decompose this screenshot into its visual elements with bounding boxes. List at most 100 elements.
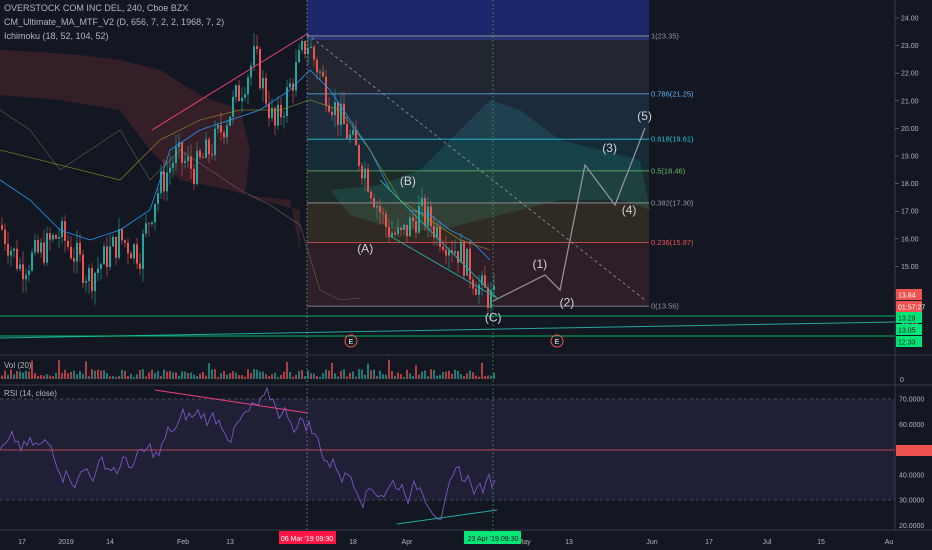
volume-bar xyxy=(82,373,84,379)
price-tick-label: 20.00 xyxy=(901,126,919,133)
wave-label: (A) xyxy=(357,242,373,256)
candle-body xyxy=(445,249,447,256)
fib-zone xyxy=(307,93,649,140)
price-pane-background xyxy=(0,0,895,355)
volume-bar xyxy=(415,365,417,379)
rsi-tick-label: 70.0000 xyxy=(899,397,924,404)
volume-bar xyxy=(232,370,234,379)
candle-body xyxy=(64,221,66,241)
volume-bar xyxy=(58,360,60,379)
candle-body xyxy=(340,103,342,125)
volume-bar xyxy=(19,371,21,379)
volume-bar xyxy=(313,373,315,379)
volume-bar xyxy=(226,374,228,379)
fib-zone xyxy=(307,139,649,171)
candle-body xyxy=(25,274,27,280)
volume-bar xyxy=(262,371,264,379)
volume-bar xyxy=(463,375,465,379)
candle-body xyxy=(466,248,468,276)
volume-bar xyxy=(7,375,9,379)
time-tick-label: Jul xyxy=(763,539,772,546)
candle-body xyxy=(412,217,414,221)
earnings-marker-1-label: E xyxy=(349,339,354,346)
candle-body xyxy=(280,104,282,118)
candle-body xyxy=(310,46,312,48)
candle-body xyxy=(436,226,438,238)
candle-body xyxy=(118,229,120,258)
candle-body xyxy=(451,250,453,254)
price-tick-label: 21.00 xyxy=(901,98,919,105)
volume-bar xyxy=(349,372,351,379)
candle-body xyxy=(100,264,102,269)
volume-bar xyxy=(256,369,258,379)
volume-bar xyxy=(178,375,180,379)
candle-body xyxy=(211,154,213,156)
price-candles xyxy=(1,32,495,319)
candle-body xyxy=(46,233,48,263)
candle-body xyxy=(154,203,156,223)
volume-bar xyxy=(133,376,135,379)
volume-bar xyxy=(289,371,291,379)
time-marker-end-label: 23 Apr '19 09:30 xyxy=(468,536,519,543)
ichimoku-cloud-green xyxy=(330,100,650,230)
candle-body xyxy=(403,224,405,230)
volume-bar xyxy=(118,376,120,379)
volume-bar xyxy=(478,376,480,379)
price-tick-label: 15.00 xyxy=(901,264,919,271)
candle-body xyxy=(103,246,105,265)
volume-bar xyxy=(445,371,447,379)
candle-body xyxy=(214,128,216,156)
candle-body xyxy=(139,263,141,269)
fib-level-label: 0.382(17.30) xyxy=(651,198,694,207)
volume-bar xyxy=(67,373,69,379)
volume-bar xyxy=(382,374,384,379)
volume-bar xyxy=(100,370,102,379)
volume-bar xyxy=(109,376,111,379)
wave-label: (4) xyxy=(622,203,637,217)
volume-bar xyxy=(154,372,156,379)
volume-bar xyxy=(34,373,36,379)
candle-body xyxy=(193,168,195,184)
volume-bar xyxy=(208,363,210,379)
candle-body xyxy=(325,76,327,106)
candle-body xyxy=(7,243,9,256)
candle-body xyxy=(265,77,267,104)
volume-bars xyxy=(1,359,495,379)
volume-bar xyxy=(235,372,237,379)
volume-bar xyxy=(49,375,51,379)
candle-body xyxy=(112,236,114,247)
volume-bar xyxy=(301,369,303,379)
candle-body xyxy=(205,139,207,158)
volume-bar xyxy=(145,376,147,379)
volume-bar xyxy=(457,370,459,379)
earnings-marker-2[interactable]: E xyxy=(550,334,564,348)
volume-bar xyxy=(400,374,402,379)
candle-body xyxy=(442,246,444,250)
earnings-marker-1[interactable]: E xyxy=(344,334,358,348)
volume-bar xyxy=(121,369,123,379)
price-tick-label: 16.00 xyxy=(901,236,919,243)
price-tag-box xyxy=(896,324,922,335)
candle-body xyxy=(259,49,261,89)
earnings-marker-2-label: E xyxy=(555,339,560,346)
volume-bar xyxy=(124,370,126,379)
candle-body xyxy=(241,97,243,102)
candle-body xyxy=(4,229,6,244)
volume-bar xyxy=(436,375,438,379)
rsi-50-tag xyxy=(896,445,932,456)
volume-bar xyxy=(451,373,453,379)
candle-body xyxy=(367,168,369,192)
candle-body xyxy=(133,244,135,259)
fib-zone xyxy=(307,202,649,243)
volume-bar xyxy=(268,376,270,379)
candle-body xyxy=(31,252,33,271)
candle-body xyxy=(424,197,426,226)
volume-bar xyxy=(421,371,423,379)
volume-bar xyxy=(127,376,129,379)
candle-body xyxy=(394,232,396,235)
price-tag-label: 13.84 xyxy=(898,293,916,300)
rsi-tick-label: 30.0000 xyxy=(899,498,924,505)
candle-body xyxy=(184,161,186,163)
vol-axis-zero: 0 xyxy=(900,377,904,384)
